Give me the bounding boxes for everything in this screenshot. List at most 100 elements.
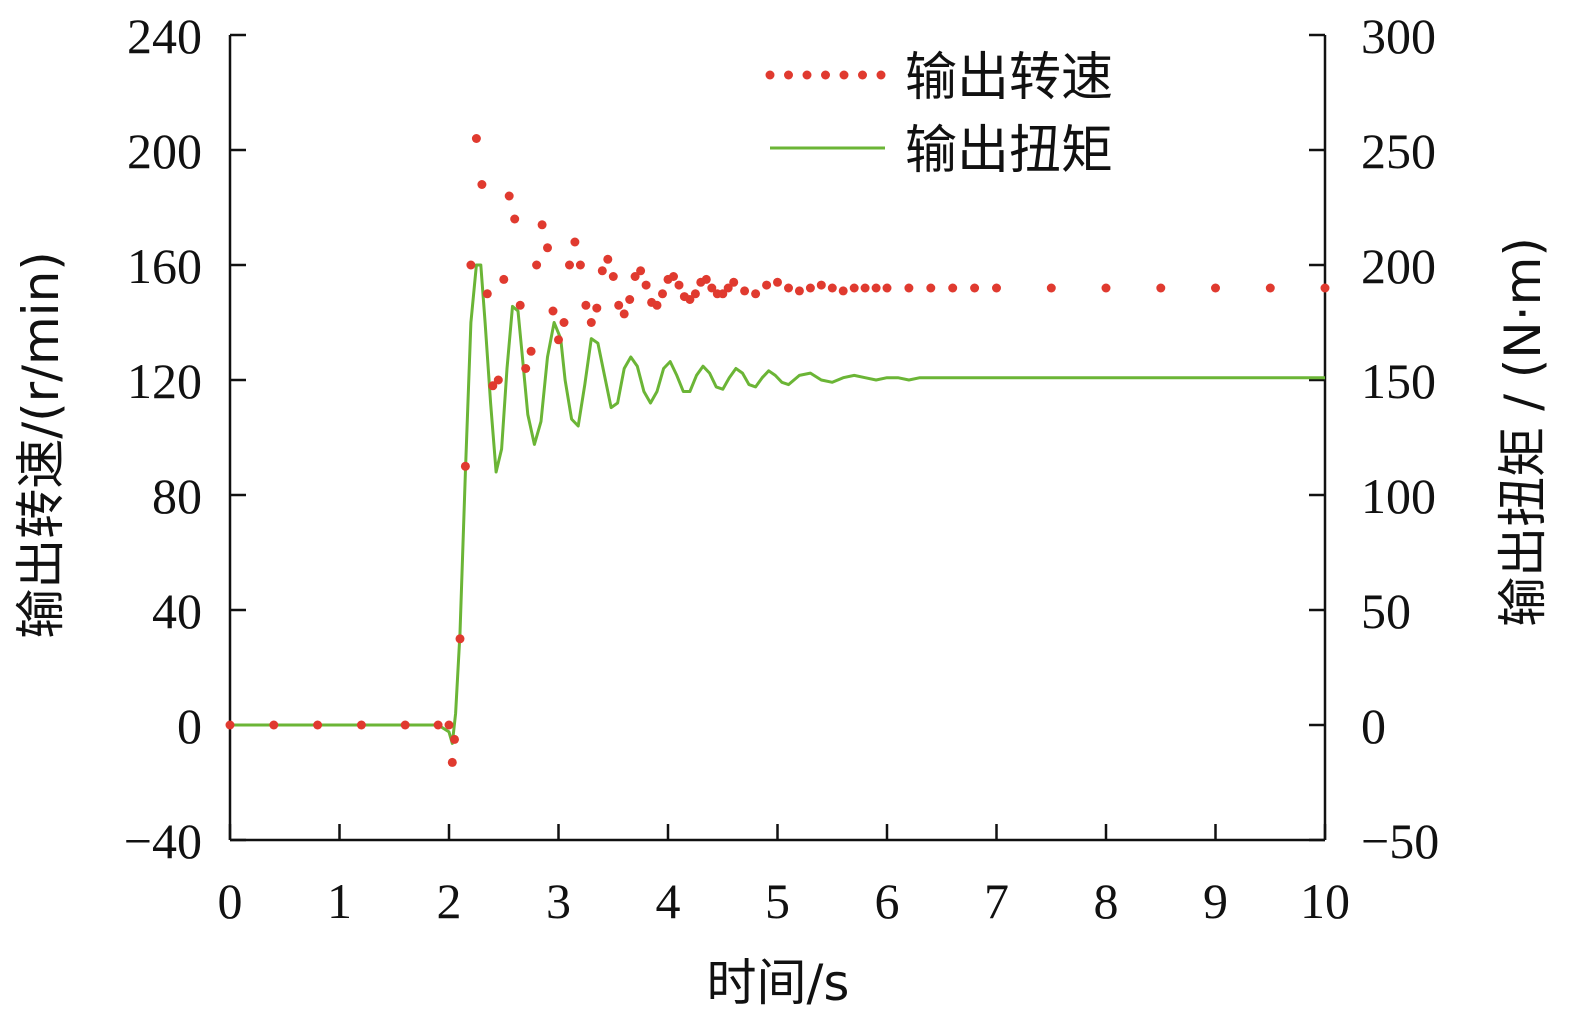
speed-point [1320,283,1330,293]
speed-point [225,720,235,730]
x-tick-label: 2 [437,873,462,929]
speed-point [608,272,618,281]
speed-point [537,220,547,230]
speed-point [447,757,457,767]
speed-point [701,274,711,284]
speed-point [926,283,936,293]
series-line-torque [230,263,1325,745]
speed-point [356,720,366,730]
speed-point [882,283,892,293]
speed-point [816,280,826,290]
speed-point [460,461,470,471]
legend-dot [765,70,775,80]
speed-point [532,260,542,270]
legend-label-torque: 输出扭矩 [905,121,1113,181]
speed-point [400,720,410,730]
y-right-tick-label: 0 [1361,698,1386,754]
x-tick-label: 1 [327,873,352,929]
speed-point [565,260,574,270]
legend-dot [784,70,793,80]
speed-point [641,280,651,290]
y-right-axis-title: 输出扭矩 / (N·m) [1494,237,1552,627]
speed-point [871,283,881,293]
speed-point [477,180,487,189]
x-axis-title: 时间/s [707,954,850,1012]
speed-point [548,306,558,316]
speed-point [444,720,454,730]
x-tick-label: 7 [984,873,1009,929]
speed-point [690,289,700,299]
x-tick-label: 5 [765,873,790,929]
speed-point [619,309,629,319]
legend-marker-speed [765,70,886,80]
legend-item-torque: 输出扭矩 [770,121,1113,181]
series-dots-speed [225,134,1330,767]
y-left-tick-label: 80 [152,468,202,524]
speed-point [1101,283,1111,293]
y-right-tick-label: 250 [1361,123,1436,179]
y-left-tick-label: −40 [124,813,202,869]
speed-point [718,289,728,299]
speed-point [723,283,733,293]
speed-point [504,191,514,201]
speed-point [751,289,761,299]
x-tick-label: 9 [1203,873,1228,929]
legend-dot [802,70,812,80]
speed-point [521,364,531,373]
speed-point [570,237,580,247]
ticks [228,33,1327,842]
speed-point [1156,283,1166,293]
y-left-tick-label: 160 [127,238,202,294]
speed-point [625,295,635,304]
legend-label-speed: 输出转速 [905,48,1113,108]
y-right-tick-label: 50 [1361,583,1411,639]
speed-point [740,286,750,296]
y-right-tick-label: 100 [1361,468,1436,524]
tick-labels: 0 1 2 3 4 5 6 7 8 9 10 −40 0 40 80 120 160 200 240 −50 0 50 10… [124,8,1439,929]
speed-point [515,300,525,310]
speed-point [1211,283,1220,293]
speed-point [455,634,465,644]
speed-point [466,260,476,270]
speed-point [762,280,772,290]
speed-point [499,274,509,284]
y-right-tick-label: 200 [1361,238,1436,294]
legend: 输出转速 输出扭矩 [765,48,1113,181]
y-left-tick-label: 120 [127,353,202,409]
speed-point [948,283,958,293]
speed-point [838,286,848,296]
plot-axes [228,35,1327,842]
y-left-tick-label: 0 [177,698,202,754]
speed-point [592,303,602,313]
speed-point [482,289,492,299]
x-tick-label: 0 [218,873,243,929]
speed-point [773,277,782,287]
y-right-tick-label: 150 [1361,353,1436,409]
speed-point [860,283,870,293]
speed-point [658,289,667,299]
legend-dot [839,70,849,80]
speed-point [493,375,503,385]
speed-point [707,283,717,293]
y-right-tick-label: −50 [1361,813,1439,869]
speed-point [784,283,793,293]
speed-point [827,283,837,293]
speed-point [575,260,585,270]
speed-point [510,214,520,224]
y-left-tick-label: 200 [127,123,202,179]
x-tick-label: 3 [546,873,571,929]
speed-point [1265,283,1275,293]
speed-point [603,254,613,264]
speed-point [526,346,536,356]
speed-point [488,381,498,391]
legend-dot [858,70,867,80]
x-tick-label: 6 [875,873,900,929]
speed-point [450,734,459,744]
speed-point [669,272,678,281]
y-left-axis-title: 输出转速/(r/min) [12,251,70,639]
speed-point [433,720,443,730]
speed-point [685,295,695,304]
speed-point [970,283,980,293]
speed-point [794,286,804,296]
